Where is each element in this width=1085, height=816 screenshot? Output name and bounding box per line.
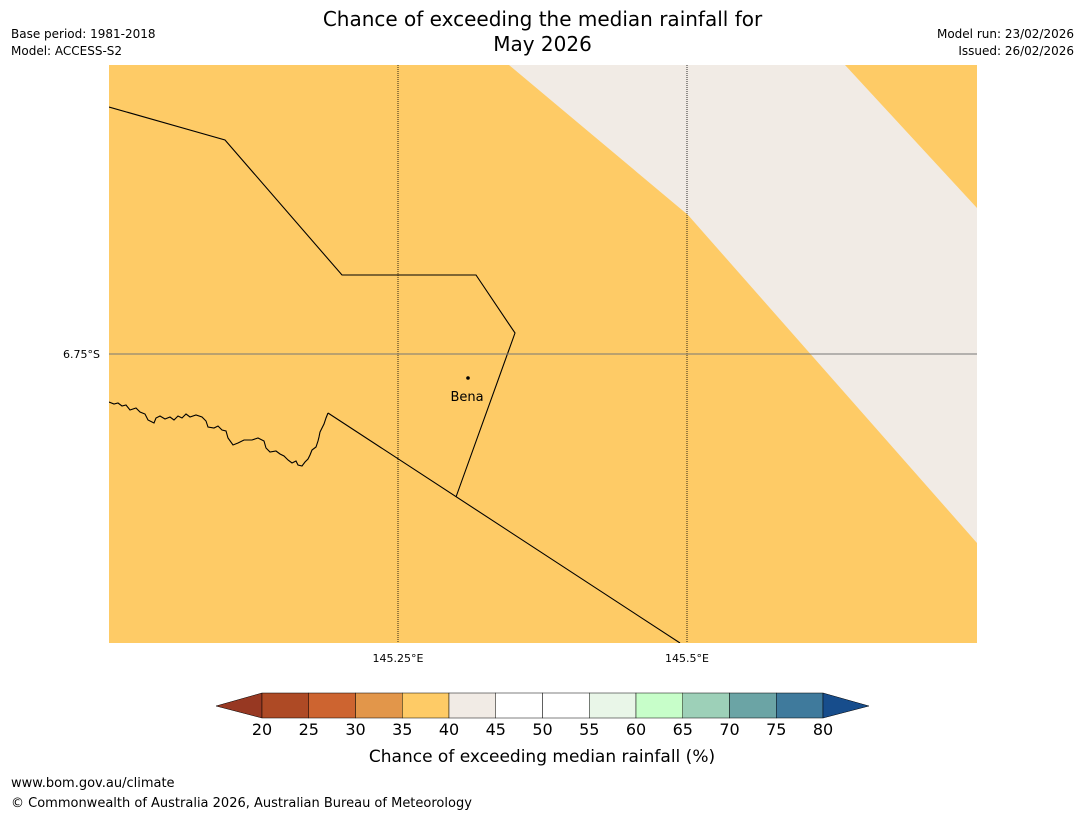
probability-region-40-45 [509, 65, 977, 543]
copyright-notice: © Commonwealth of Australia 2026, Austra… [11, 796, 472, 811]
colorbar-segment-75-80 [776, 692, 824, 719]
chart-title: Chance of exceeding the median rainfall … [0, 7, 1085, 57]
colorbar-tick-35: 35 [392, 720, 412, 739]
colorbar-segment-55-60 [589, 692, 637, 719]
issued-date: Issued: 26/02/2026 [958, 44, 1074, 58]
colorbar-tick-60: 60 [626, 720, 646, 739]
colorbar-tick-40: 40 [439, 720, 459, 739]
colorbar-underflow-arrow [215, 692, 263, 719]
colorbar-segments [261, 692, 824, 719]
colorbar-segment-35-40 [402, 692, 450, 719]
colorbar-segment-60-65 [635, 692, 683, 719]
model-name: Model: ACCESS-S2 [11, 44, 123, 58]
provincial-coastline [109, 401, 329, 467]
colorbar-label: Chance of exceeding median rainfall (%) [369, 747, 715, 767]
colorbar-segment-25-30 [308, 692, 356, 719]
colorbar-segment-70-75 [729, 692, 777, 719]
longitude-label-145-5: 145.5°E [665, 652, 709, 665]
colorbar-tick-75: 75 [766, 720, 786, 739]
colorbar-tick-45: 45 [486, 720, 506, 739]
colorbar-tick-55: 55 [579, 720, 599, 739]
colorbar-segment-20-25 [261, 692, 309, 719]
colorbar-tick-20: 20 [252, 720, 272, 739]
colorbar-segment-45-50 [495, 692, 543, 719]
model-run-date: Model run: 23/02/2026 [936, 27, 1074, 41]
colorbar-tick-labels: 20 25 30 35 40 45 50 55 60 65 70 75 80 [252, 720, 833, 739]
town-marker [466, 376, 470, 380]
colorbar: 20 25 30 35 40 45 50 55 60 65 70 75 80 Chance of exc… [215, 692, 870, 767]
model-run-info: Model run: 23/02/2026 Issued: 26/02/2026 [937, 26, 1074, 60]
longitude-label-145-25: 145.25°E [373, 652, 424, 665]
base-period: Base period: 1981-2018 [11, 27, 156, 41]
title-line-2: May 2026 [493, 32, 592, 56]
latitude-label: 6.75°S [63, 348, 100, 361]
title-line-1: Chance of exceeding the median rainfall … [322, 7, 763, 31]
colorbar-tick-80: 80 [813, 720, 833, 739]
town-label: Bena [450, 390, 483, 405]
colorbar-overflow-arrow [822, 692, 870, 719]
colorbar-segment-30-35 [355, 692, 403, 719]
bom-website-link[interactable]: www.bom.gov.au/climate [11, 776, 175, 791]
colorbar-segment-50-55 [542, 692, 590, 719]
province-boundary-south [327, 412, 681, 643]
base-period-info: Base period: 1981-2018 Model: ACCESS-S2 [11, 26, 156, 60]
colorbar-tick-25: 25 [299, 720, 319, 739]
colorbar-tick-30: 30 [345, 720, 365, 739]
colorbar-tick-65: 65 [673, 720, 693, 739]
province-boundary-north [109, 106, 516, 498]
colorbar-segment-65-70 [682, 692, 730, 719]
colorbar-tick-50: 50 [532, 720, 552, 739]
map-area: Bena [109, 65, 977, 643]
colorbar-tick-70: 70 [719, 720, 739, 739]
colorbar-segment-40-45 [448, 692, 496, 719]
